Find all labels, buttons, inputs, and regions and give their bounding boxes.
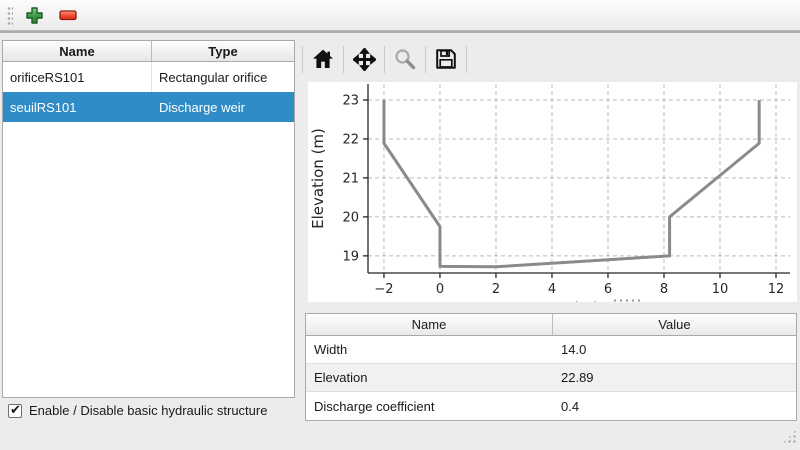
parameter-name-cell: Elevation bbox=[314, 370, 368, 385]
svg-text:−2: −2 bbox=[374, 282, 393, 297]
parameter-row[interactable]: Discharge coefficient 0.4 bbox=[306, 392, 796, 420]
svg-text:10: 10 bbox=[712, 282, 729, 297]
parameter-value-cell[interactable]: 0.4 bbox=[561, 398, 580, 414]
svg-text:6: 6 bbox=[604, 282, 612, 297]
home-icon bbox=[313, 49, 333, 68]
toolbar-separator bbox=[343, 45, 344, 73]
plot-pan-button[interactable] bbox=[344, 43, 384, 75]
structure-name-cell: seuilRS101 bbox=[10, 99, 77, 115]
svg-text:0: 0 bbox=[436, 282, 444, 297]
parameter-value-cell[interactable]: 22.89 bbox=[561, 370, 594, 385]
svg-text:2: 2 bbox=[492, 282, 500, 297]
structure-type-cell: Discharge weir bbox=[159, 99, 245, 115]
svg-text:4: 4 bbox=[548, 282, 556, 297]
main-toolbar bbox=[0, 0, 800, 31]
structure-name-cell: orificeRS101 bbox=[3, 62, 152, 92]
plot-home-button[interactable] bbox=[303, 43, 343, 75]
svg-text:21: 21 bbox=[342, 171, 359, 186]
plot-toolbar bbox=[302, 40, 467, 78]
structure-type-cell: Rectangular orifice bbox=[159, 69, 268, 85]
structures-table-header: Name Type bbox=[3, 41, 294, 62]
check-icon: ✔ bbox=[10, 402, 21, 418]
svg-text:8: 8 bbox=[660, 282, 668, 297]
svg-text:22: 22 bbox=[342, 132, 359, 147]
column-header-value[interactable]: Value bbox=[658, 317, 691, 332]
profile-chart-canvas[interactable]: −2 0 2 4 6 8 10 12 19 20 21 22 23 Elevation (m) Y (m) bbox=[308, 82, 797, 302]
svg-text:23: 23 bbox=[342, 93, 359, 108]
save-icon bbox=[436, 49, 456, 69]
splitter-handle[interactable] bbox=[612, 297, 640, 302]
window-resize-grip[interactable] bbox=[781, 428, 798, 445]
parameter-name-cell: Discharge coefficient bbox=[314, 398, 435, 414]
parameter-value-cell[interactable]: 14.0 bbox=[561, 342, 587, 357]
elevation-profile-plot: −2 0 2 4 6 8 10 12 19 20 21 22 23 Elevation (m) Y (m) bbox=[309, 84, 790, 302]
plot-zoom-button[interactable] bbox=[385, 43, 425, 75]
parameter-row[interactable]: Width 14.0 bbox=[306, 336, 796, 364]
enable-structure-checkbox[interactable]: ✔ bbox=[8, 402, 22, 418]
svg-text:19: 19 bbox=[342, 249, 359, 264]
svg-text:Y (m): Y (m) bbox=[558, 299, 599, 302]
parameter-row[interactable]: Elevation 22.89 bbox=[306, 364, 796, 392]
column-header-name[interactable]: Name bbox=[3, 41, 152, 61]
plot-save-button[interactable] bbox=[426, 43, 466, 75]
toolbar-separator bbox=[466, 45, 467, 73]
magnifier-icon bbox=[395, 49, 416, 70]
parameters-table-header: Name Value bbox=[306, 314, 796, 336]
enable-structure-row: ✔ Enable / Disable basic hydraulic struc… bbox=[8, 403, 267, 418]
structure-row[interactable]: orificeRS101 Rectangular orifice bbox=[3, 62, 294, 92]
remove-structure-button[interactable] bbox=[56, 3, 80, 27]
column-header-name[interactable]: Name bbox=[306, 314, 553, 335]
column-header-type[interactable]: Type bbox=[208, 43, 238, 59]
structure-row[interactable]: seuilRS101 Discharge weir bbox=[3, 92, 294, 122]
svg-text:20: 20 bbox=[342, 210, 359, 225]
enable-structure-label: Enable / Disable basic hydraulic structu… bbox=[29, 403, 268, 418]
structures-table-body: orificeRS101 Rectangular orifice seuilRS10… bbox=[3, 62, 294, 122]
parameter-name-cell: Width bbox=[314, 342, 348, 357]
parameters-table-body: Width 14.0 Elevation 22.89 Discharge coeffic… bbox=[306, 336, 796, 420]
svg-text:Elevation (m): Elevation (m) bbox=[309, 128, 327, 229]
parameters-table: Name Value Width 14.0 Elevation 22.89 Discha… bbox=[305, 313, 797, 421]
toolbar-separator bbox=[302, 45, 303, 73]
structures-table: Name Type orificeRS101 Rectangular orific… bbox=[2, 40, 295, 398]
toolbar-separator bbox=[425, 45, 426, 73]
toolbar-drag-handle[interactable] bbox=[6, 5, 13, 25]
add-structure-button[interactable] bbox=[22, 3, 46, 27]
minus-icon bbox=[59, 9, 77, 20]
svg-text:12: 12 bbox=[768, 282, 785, 297]
plus-icon bbox=[25, 6, 43, 24]
pan-icon bbox=[352, 47, 376, 71]
toolbar-separator bbox=[384, 45, 385, 73]
